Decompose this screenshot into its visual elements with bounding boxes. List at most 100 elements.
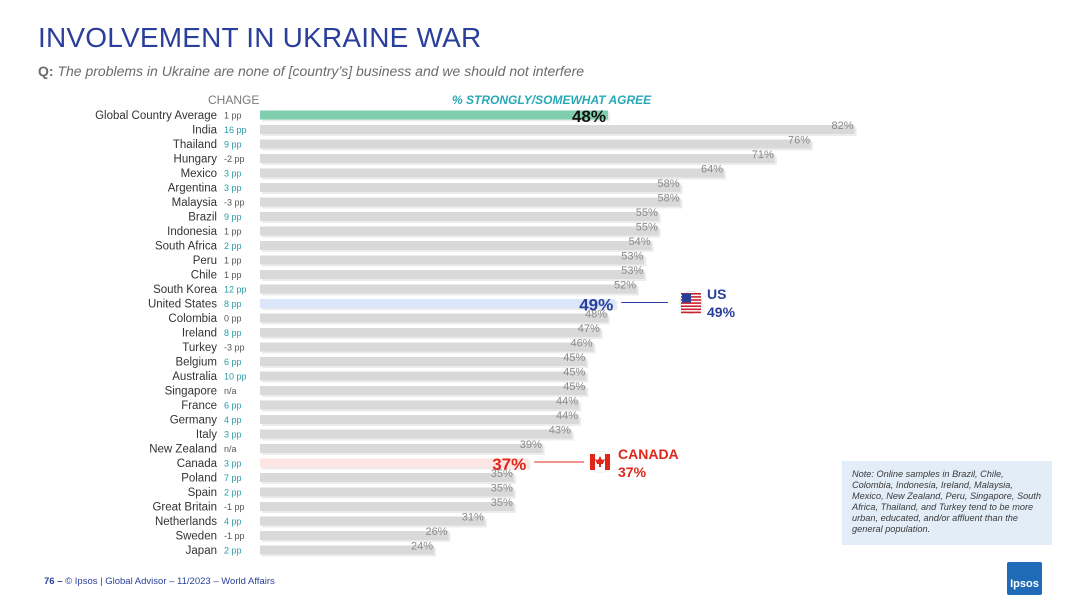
us-flag-stripe — [681, 308, 701, 311]
value-label: 37% — [492, 455, 526, 474]
change-label: 3 pp — [224, 169, 242, 179]
country-label: Ireland — [182, 328, 217, 340]
canada-flag-band-right — [605, 454, 610, 470]
country-label: Mexico — [181, 168, 217, 180]
value-label: 45% — [563, 367, 585, 379]
change-label: 3 pp — [224, 183, 242, 193]
change-label: 9 pp — [224, 212, 242, 222]
value-label: 64% — [701, 164, 723, 176]
country-label: Japan — [186, 545, 217, 557]
change-label: 2 pp — [224, 546, 242, 556]
change-header: CHANGE — [208, 93, 260, 107]
country-label: Malaysia — [172, 197, 218, 209]
country-label: United States — [148, 299, 217, 311]
value-label: 58% — [657, 178, 679, 190]
value-label: 44% — [556, 410, 578, 422]
canada-callout-value: 37% — [618, 464, 647, 480]
bar-great-britain — [260, 502, 514, 511]
bar-spain — [260, 487, 514, 497]
value-label: 71% — [752, 149, 774, 161]
country-label: Brazil — [188, 212, 217, 224]
value-label: 48% — [572, 107, 606, 126]
country-label: Singapore — [165, 386, 217, 398]
country-label: South Africa — [155, 241, 218, 253]
value-label: 48% — [585, 309, 607, 321]
agree-header: % STRONGLY/SOMEWHAT AGREE — [452, 93, 652, 107]
bar-turkey — [260, 342, 594, 352]
country-label: Australia — [172, 371, 217, 383]
bar-singapore — [260, 386, 587, 395]
value-label: 43% — [549, 425, 571, 437]
change-label: 2 pp — [224, 241, 242, 251]
page-number: 76 – — [44, 576, 63, 587]
country-label: Sweden — [175, 531, 217, 543]
value-label: 45% — [563, 381, 585, 393]
country-label: France — [181, 400, 217, 412]
value-label: 24% — [411, 541, 433, 553]
value-label: 44% — [556, 396, 578, 408]
country-label: Peru — [193, 255, 217, 267]
us-flag-stripe — [681, 302, 701, 304]
country-label: Indonesia — [167, 226, 217, 238]
us-flag-canton — [682, 293, 691, 303]
value-label: 26% — [425, 526, 447, 538]
country-label: Poland — [181, 473, 217, 485]
country-label: Canada — [177, 458, 218, 470]
change-label: -1 pp — [224, 502, 245, 512]
change-label: 16 pp — [224, 125, 247, 135]
value-label: 55% — [636, 222, 658, 234]
change-label: -3 pp — [224, 343, 245, 353]
bar-argentina — [260, 183, 681, 192]
change-label: 2 pp — [224, 488, 242, 498]
value-label: 49% — [579, 296, 613, 315]
change-label: 1 pp — [224, 270, 242, 280]
country-label: Colombia — [168, 313, 217, 325]
bar-india — [260, 125, 855, 134]
change-label: 9 pp — [224, 140, 242, 150]
bar-canada — [260, 458, 529, 468]
country-label: Netherlands — [155, 516, 217, 528]
change-label: 8 pp — [224, 299, 242, 309]
bar-united-states — [260, 299, 616, 308]
bar-japan — [260, 545, 434, 555]
change-label: 3 pp — [224, 430, 242, 440]
us-flag-stripe — [681, 311, 701, 314]
country-label: Great Britain — [152, 502, 217, 514]
value-label: 53% — [621, 251, 643, 263]
bar-peru — [260, 255, 645, 265]
page-title: INVOLVEMENT IN UKRAINE WAR — [38, 22, 482, 53]
bar-hungary — [260, 154, 775, 163]
change-label: -1 pp — [224, 531, 245, 541]
value-label: 82% — [831, 120, 853, 132]
change-label: 3 pp — [224, 459, 242, 469]
country-label: Spain — [188, 487, 217, 499]
value-label: 45% — [563, 352, 585, 364]
maple-leaf-icon — [595, 456, 605, 467]
sample-note: Note: Online samples in Brazil, Chile, C… — [842, 461, 1052, 545]
question: Q: The problems in Ukraine are none of [… — [38, 63, 584, 79]
country-label: Italy — [196, 429, 217, 441]
bar-france — [260, 400, 579, 410]
value-label: 58% — [657, 193, 679, 205]
change-label: n/a — [224, 386, 237, 396]
change-label: 7 pp — [224, 473, 242, 483]
change-label: 12 pp — [224, 285, 247, 295]
bar-brazil — [260, 212, 659, 221]
bar-italy — [260, 429, 572, 439]
question-prefix: Q: — [38, 63, 54, 79]
value-label: 35% — [491, 497, 513, 509]
us-flag-stripe — [681, 305, 701, 307]
bar-global-country-average — [260, 110, 608, 120]
bar-australia — [260, 371, 587, 381]
change-label: 4 pp — [224, 517, 242, 527]
us-callout-value: 49% — [707, 304, 736, 320]
value-label: 53% — [621, 265, 643, 277]
bar-belgium — [260, 357, 587, 366]
bar-colombia — [260, 313, 608, 323]
country-label: Germany — [170, 415, 218, 427]
bar-netherlands — [260, 516, 485, 526]
bar-sweden — [260, 531, 449, 540]
country-label: South Korea — [153, 284, 218, 296]
country-label: Chile — [191, 270, 217, 282]
